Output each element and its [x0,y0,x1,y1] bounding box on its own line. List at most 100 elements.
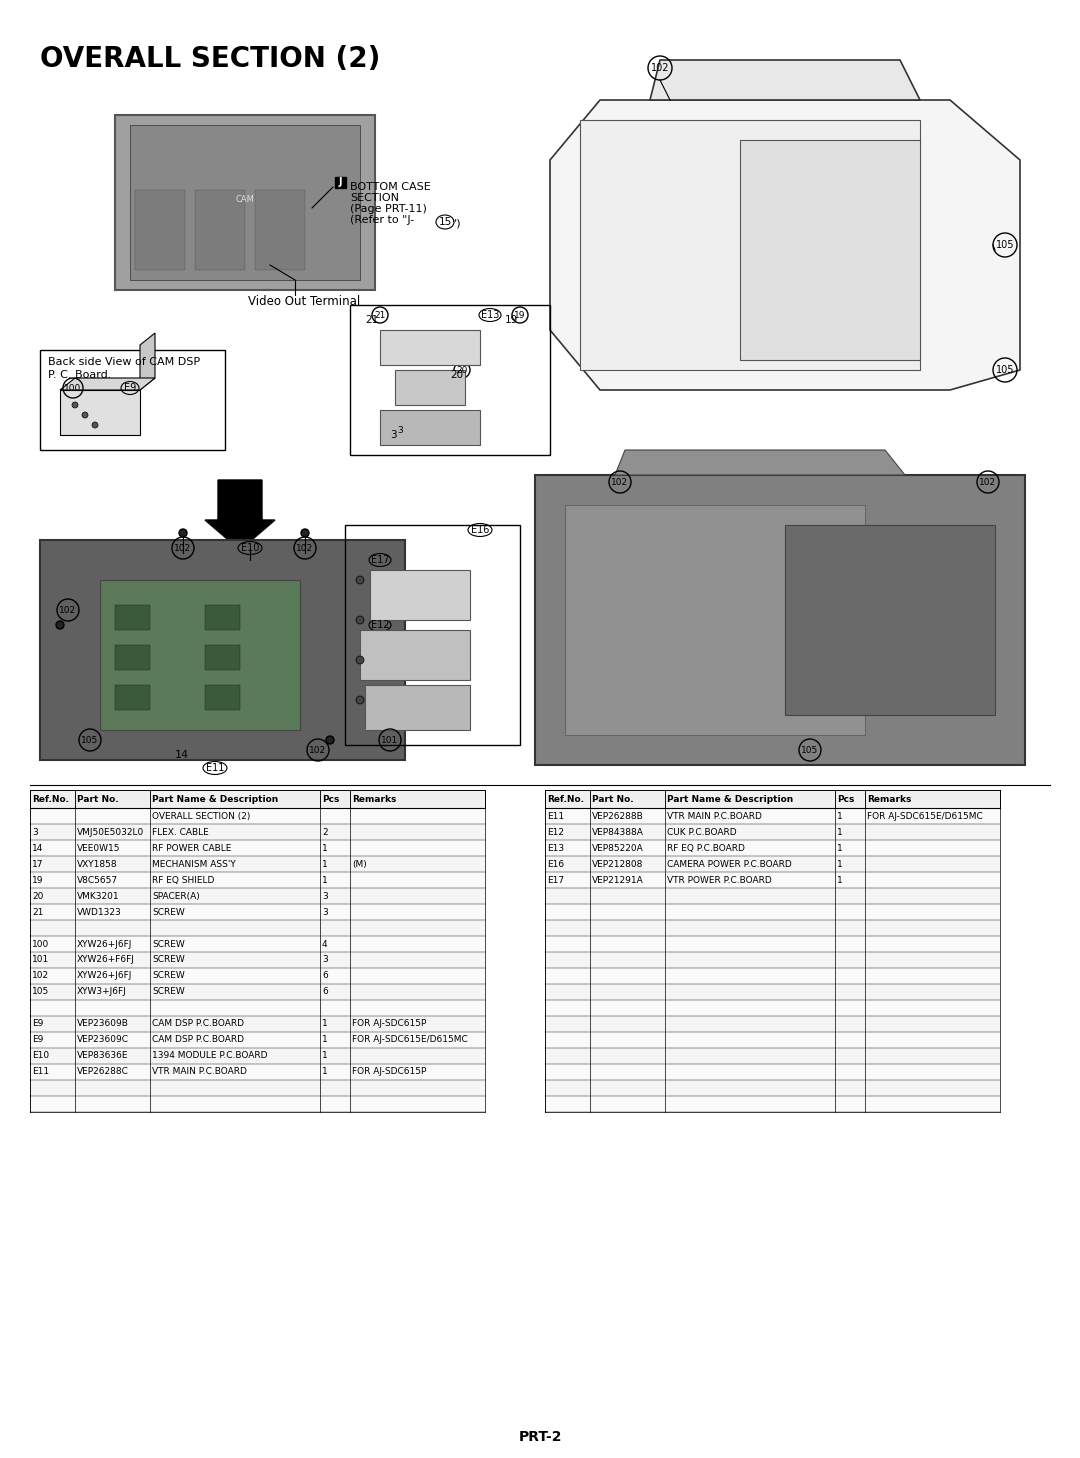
Text: MECHANISM ASS'Y: MECHANISM ASS'Y [152,860,235,869]
Bar [535,475,1025,765]
Text: 20: 20 [450,370,463,381]
Text: (M): (M) [352,860,367,869]
Text: P. C. Board.: P. C. Board. [48,370,111,381]
Text: VXY1858: VXY1858 [77,860,118,869]
Text: 1: 1 [322,1019,327,1028]
Bar [100,580,300,730]
Text: FOR AJ-SDC615E/D615MC: FOR AJ-SDC615E/D615MC [867,812,983,821]
Bar [205,644,240,671]
Text: Ref.No.: Ref.No. [32,795,69,803]
Text: PRT-2: PRT-2 [518,1430,562,1443]
Text: 19: 19 [514,311,526,319]
Text: Part No.: Part No. [77,795,119,803]
Text: VEP212808: VEP212808 [592,860,644,869]
Text: 2: 2 [322,828,327,837]
Bar [30,1000,485,1016]
Text: 19: 19 [32,875,43,885]
Polygon shape [140,332,156,389]
Text: VMJ50E5032L0: VMJ50E5032L0 [77,828,145,837]
Circle shape [356,656,364,663]
Text: RF EQ P.C.BOARD: RF EQ P.C.BOARD [667,844,745,853]
Text: 1: 1 [322,844,327,853]
Bar [380,330,480,364]
Polygon shape [615,451,905,475]
Text: SPACER(A): SPACER(A) [152,891,200,901]
Text: XYW26+F6FJ: XYW26+F6FJ [77,955,135,965]
Text: VEP23609B: VEP23609B [77,1019,129,1028]
Text: VTR MAIN P.C.BOARD: VTR MAIN P.C.BOARD [667,812,761,821]
Circle shape [326,736,334,744]
Bar [114,115,375,290]
Circle shape [301,529,309,537]
Bar [30,1096,485,1112]
Text: 101: 101 [381,735,399,745]
Text: 105: 105 [81,735,98,745]
Text: VEP83636E: VEP83636E [77,1051,129,1060]
Polygon shape [205,480,275,550]
Bar [335,176,346,188]
Bar [30,824,485,840]
Text: 1: 1 [837,844,842,853]
Text: VTR POWER P.C.BOARD: VTR POWER P.C.BOARD [667,875,772,885]
Bar [545,1080,1000,1096]
Circle shape [56,621,64,628]
Text: 21: 21 [365,315,378,325]
Text: 102: 102 [310,745,326,754]
Text: 1: 1 [322,1067,327,1076]
Text: E16: E16 [546,860,564,869]
Bar [350,305,550,455]
Bar [380,410,480,445]
Bar [545,1000,1000,1016]
Bar [360,630,470,679]
Text: 14: 14 [32,844,43,853]
Text: E17: E17 [370,555,389,566]
Text: 21: 21 [375,311,386,319]
Bar [540,55,1030,385]
Bar [40,539,405,760]
Bar [30,888,485,904]
Text: 105: 105 [32,987,50,996]
Text: (Refer to "J-: (Refer to "J- [350,214,415,225]
Text: CAMERA POWER P.C.BOARD: CAMERA POWER P.C.BOARD [667,860,792,869]
Polygon shape [60,378,156,389]
Text: OVERALL SECTION (2): OVERALL SECTION (2) [152,812,251,821]
Text: 1: 1 [322,860,327,869]
Bar [30,856,485,872]
Text: 105: 105 [996,241,1014,249]
Text: 4: 4 [322,939,327,949]
Text: CAM DSP P.C.BOARD: CAM DSP P.C.BOARD [152,1035,244,1044]
Text: 3: 3 [390,430,396,440]
Bar [545,1048,1000,1064]
Bar [740,140,920,360]
Circle shape [356,576,364,585]
Text: Part No.: Part No. [592,795,634,803]
Text: 105: 105 [996,364,1014,375]
Text: E11: E11 [32,1067,49,1076]
Text: 3: 3 [32,828,38,837]
Bar [365,685,470,730]
Text: Video Out Terminal: Video Out Terminal [248,295,361,308]
Text: XYW3+J6FJ: XYW3+J6FJ [77,987,126,996]
Text: 1: 1 [322,875,327,885]
Text: XYW26+J6FJ: XYW26+J6FJ [77,939,133,949]
Bar [545,824,1000,840]
Polygon shape [550,101,1020,389]
Text: 20: 20 [32,891,43,901]
Text: 100: 100 [32,939,50,949]
Text: SCREW: SCREW [152,987,185,996]
Text: BOTTOM CASE: BOTTOM CASE [350,182,431,192]
Text: 21: 21 [32,907,43,917]
Text: 3: 3 [322,955,327,965]
Text: SCREW: SCREW [152,907,185,917]
Text: 1: 1 [837,875,842,885]
Text: FOR AJ-SDC615E/D615MC: FOR AJ-SDC615E/D615MC [352,1035,468,1044]
Text: VMK3201: VMK3201 [77,891,120,901]
Bar [545,920,1000,936]
Text: VEP26288C: VEP26288C [77,1067,129,1076]
Circle shape [72,402,78,408]
Text: SCREW: SCREW [152,971,185,980]
Text: 1394 MODULE P.C.BOARD: 1394 MODULE P.C.BOARD [152,1051,268,1060]
Text: V8C5657: V8C5657 [77,875,118,885]
Bar [60,389,140,434]
Text: 3: 3 [322,891,327,901]
